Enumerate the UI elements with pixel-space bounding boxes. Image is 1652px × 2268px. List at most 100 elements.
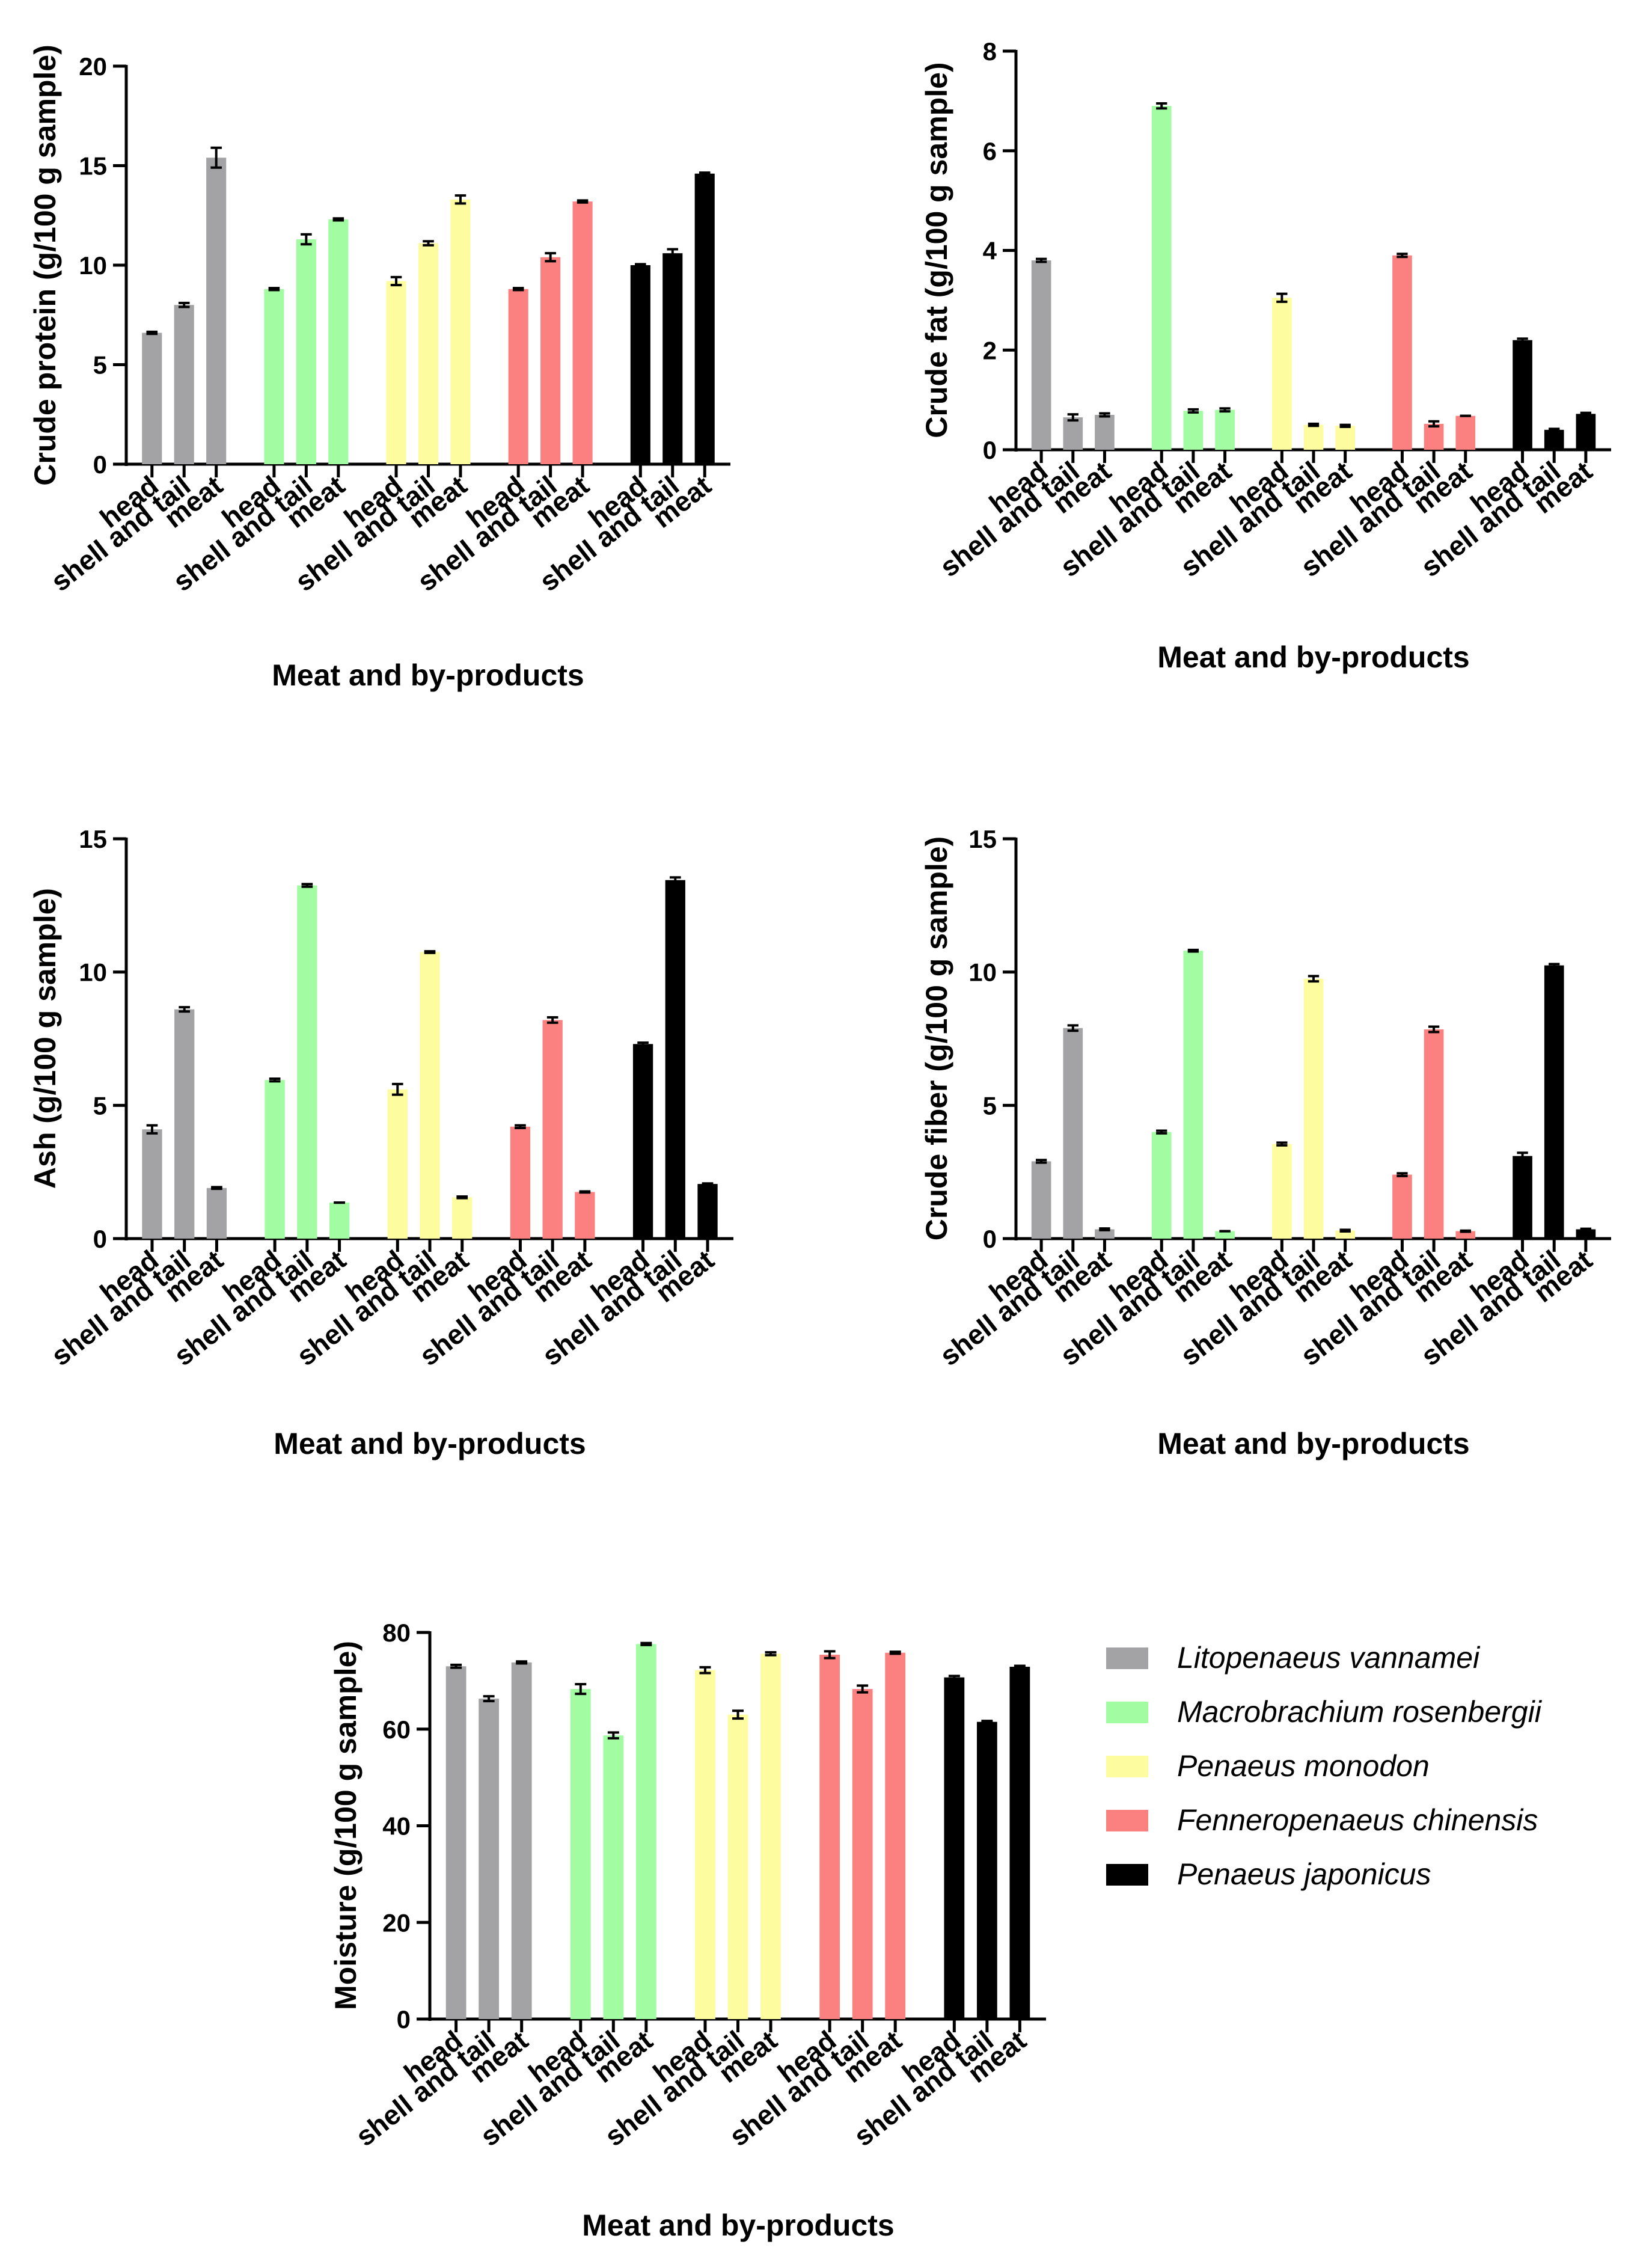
- bar-fenneropenaeus-chinensis-shell-and-tail: [542, 1020, 563, 1239]
- y-tick-label: 80: [382, 1619, 411, 1647]
- legend-swatch: [1106, 1810, 1148, 1831]
- x-axis-title: Meat and by-products: [1157, 1427, 1469, 1460]
- bar-fenneropenaeus-chinensis-head: [1392, 1174, 1412, 1239]
- y-tick-label: 20: [382, 1908, 411, 1937]
- bar-litopenaeus-vannamei-head: [1031, 1161, 1051, 1239]
- bar-penaeus-japonicus-head: [632, 1044, 653, 1239]
- bar-penaeus-monodon-head: [387, 1089, 408, 1239]
- bar-litopenaeus-vannamei-shell-and-tail: [174, 305, 194, 464]
- bar-penaeus-monodon-shell-and-tail: [418, 243, 439, 464]
- bar-penaeus-monodon-meat: [760, 1653, 781, 2019]
- bar-penaeus-monodon-shell-and-tail: [727, 1714, 748, 2019]
- bar-macrobrachium-rosenbergii-meat: [1215, 1231, 1235, 1239]
- bar-penaeus-monodon-shell-and-tail: [1303, 424, 1324, 450]
- bar-penaeus-monodon-head: [1272, 1144, 1292, 1239]
- bar-macrobrachium-rosenbergii-head: [265, 1080, 285, 1239]
- y-tick-label: 5: [983, 1091, 997, 1120]
- panel-moisture: Moisture (g/100 g sample) Meat and by-pr…: [329, 1619, 1046, 2242]
- y-tick-label: 2: [983, 336, 997, 364]
- y-tick-label: 0: [983, 436, 997, 464]
- panel-ash: Ash (g/100 g sample) Meat and by-product…: [28, 825, 733, 1460]
- bar-penaeus-japonicus-meat: [694, 173, 715, 464]
- y-tick-label: 5: [93, 351, 107, 379]
- bar-penaeus-japonicus-shell-and-tail: [1544, 965, 1564, 1239]
- y-tick-label: 4: [983, 237, 997, 265]
- y-tick-label: 20: [79, 52, 107, 81]
- bar-fenneropenaeus-chinensis-head: [508, 289, 528, 464]
- bar-litopenaeus-vannamei-shell-and-tail: [1063, 417, 1083, 450]
- y-axis-title: Crude fat (g/100 g sample): [920, 62, 953, 438]
- bar-fenneropenaeus-chinensis-shell-and-tail: [1424, 423, 1444, 450]
- legend-label: Penaeus monodon: [1177, 1749, 1430, 1783]
- bar-penaeus-japonicus-shell-and-tail: [976, 1721, 997, 2019]
- bar-penaeus-japonicus-meat: [1576, 1229, 1596, 1239]
- bar-macrobrachium-rosenbergii-meat: [329, 1203, 350, 1239]
- bar-macrobrachium-rosenbergii-meat: [328, 219, 349, 464]
- bar-litopenaeus-vannamei-shell-and-tail: [1063, 1028, 1083, 1239]
- y-tick-label: 15: [968, 825, 997, 853]
- bar-penaeus-monodon-head: [1272, 298, 1292, 450]
- y-tick-label: 6: [983, 137, 997, 165]
- bar-litopenaeus-vannamei-meat: [206, 1188, 227, 1239]
- bar-penaeus-japonicus-head: [630, 265, 650, 464]
- bar-penaeus-monodon-meat: [450, 199, 471, 464]
- y-tick-label: 10: [968, 958, 997, 987]
- bar-penaeus-japonicus-shell-and-tail: [662, 253, 683, 464]
- bar-litopenaeus-vannamei-shell-and-tail: [174, 1009, 195, 1239]
- bar-macrobrachium-rosenbergii-head: [570, 1689, 591, 2019]
- panel-crude-fiber: Crude fiber (g/100 g sample) Meat and by…: [920, 825, 1611, 1460]
- bar-fenneropenaeus-chinensis-meat: [885, 1652, 906, 2019]
- bar-litopenaeus-vannamei-head: [1031, 260, 1051, 450]
- bar-litopenaeus-vannamei-head: [445, 1666, 467, 2019]
- bar-penaeus-monodon-head: [695, 1670, 715, 2019]
- panel-crude-protein: Crude protein (g/100 g sample) Meat and …: [28, 44, 730, 692]
- x-axis-title: Meat and by-products: [582, 2208, 894, 2242]
- bar-penaeus-monodon-meat: [1335, 426, 1355, 450]
- bar-penaeus-monodon-head: [386, 281, 406, 464]
- bar-litopenaeus-vannamei-meat: [1095, 1229, 1115, 1239]
- bar-macrobrachium-rosenbergii-shell-and-tail: [1183, 951, 1204, 1239]
- x-axis-title: Meat and by-products: [274, 1427, 586, 1460]
- legend-label: Macrobrachium rosenbergii: [1177, 1695, 1543, 1729]
- legend-label: Fenneropenaeus chinensis: [1177, 1803, 1538, 1837]
- legend-swatch: [1106, 1702, 1148, 1723]
- bar-fenneropenaeus-chinensis-head: [819, 1654, 840, 2019]
- bar-penaeus-japonicus-meat: [1009, 1667, 1030, 2019]
- y-tick-label: 0: [93, 450, 107, 479]
- bar-litopenaeus-vannamei-shell-and-tail: [479, 1699, 500, 2019]
- legend-swatch: [1106, 1756, 1148, 1777]
- bar-macrobrachium-rosenbergii-meat: [1215, 409, 1235, 450]
- bar-macrobrachium-rosenbergii-shell-and-tail: [603, 1735, 624, 2019]
- y-tick-label: 15: [79, 152, 107, 180]
- y-axis-title: Crude protein (g/100 g sample): [28, 44, 62, 485]
- y-tick-label: 0: [93, 1225, 107, 1253]
- bar-macrobrachium-rosenbergii-head: [1151, 106, 1172, 450]
- y-tick-label: 5: [93, 1091, 107, 1120]
- y-tick-label: 0: [397, 2005, 411, 2034]
- legend-swatch: [1106, 1647, 1148, 1669]
- legend-label: Penaeus japonicus: [1177, 1857, 1431, 1891]
- bar-penaeus-monodon-meat: [452, 1197, 473, 1239]
- bar-litopenaeus-vannamei-head: [142, 1129, 162, 1239]
- bar-fenneropenaeus-chinensis-head: [510, 1126, 531, 1239]
- bar-penaeus-japonicus-shell-and-tail: [665, 880, 685, 1239]
- bar-fenneropenaeus-chinensis-meat: [572, 201, 593, 464]
- y-tick-label: 40: [382, 1812, 411, 1840]
- bar-penaeus-japonicus-meat: [697, 1184, 718, 1239]
- bar-fenneropenaeus-chinensis-shell-and-tail: [852, 1689, 873, 2019]
- x-axis-title: Meat and by-products: [272, 658, 584, 692]
- bar-fenneropenaeus-chinensis-meat: [1455, 1231, 1476, 1239]
- bar-litopenaeus-vannamei-head: [142, 333, 162, 464]
- x-axis-title: Meat and by-products: [1157, 640, 1469, 674]
- bar-penaeus-monodon-shell-and-tail: [420, 952, 440, 1239]
- bar-litopenaeus-vannamei-meat: [1095, 414, 1115, 450]
- y-axis-title: Moisture (g/100 g sample): [329, 1641, 363, 2010]
- bar-macrobrachium-rosenbergii-shell-and-tail: [297, 885, 317, 1239]
- bar-fenneropenaeus-chinensis-shell-and-tail: [1424, 1029, 1444, 1239]
- bar-macrobrachium-rosenbergii-meat: [635, 1644, 656, 2019]
- bar-litopenaeus-vannamei-meat: [511, 1662, 532, 2019]
- bar-macrobrachium-rosenbergii-head: [264, 289, 284, 464]
- bar-litopenaeus-vannamei-meat: [206, 158, 227, 464]
- bar-penaeus-japonicus-shell-and-tail: [1544, 429, 1564, 450]
